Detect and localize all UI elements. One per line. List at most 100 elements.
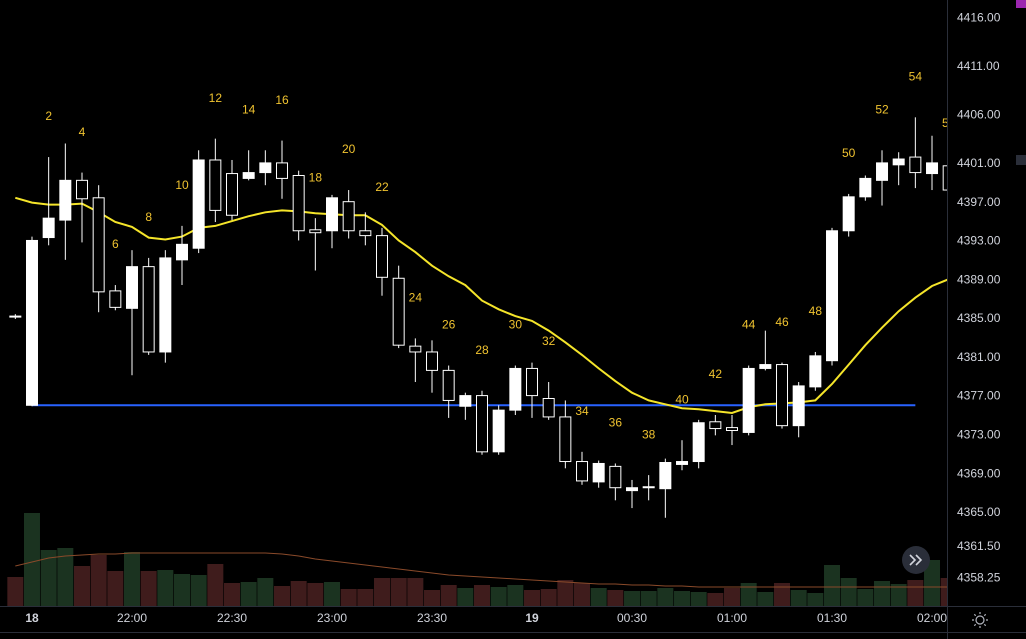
candle-body: [709, 421, 722, 430]
candle-body: [509, 367, 522, 411]
y-tick-label: 4369.00: [957, 466, 1001, 480]
volume-bar: [157, 570, 174, 606]
volume-bar: [357, 589, 374, 606]
volume-bar: [790, 590, 807, 606]
volume-bar: [474, 585, 491, 606]
volume-bar: [307, 583, 324, 606]
volume-bar: [340, 589, 357, 606]
volume-bar: [257, 578, 274, 606]
bar-label: 2: [45, 109, 52, 123]
candle-body: [592, 462, 605, 483]
y-tick-label: 4393.00: [957, 234, 1001, 248]
candle-body: [626, 487, 639, 492]
candle-body: [576, 461, 589, 482]
volume-bar: [707, 593, 724, 606]
plot-area: 2468101214161820222426283032343638404244…: [7, 69, 956, 606]
candle-body: [42, 217, 55, 239]
volume-bar: [524, 590, 541, 606]
candle-body: [942, 165, 947, 191]
x-tick-label: 00:30: [617, 611, 647, 625]
candle-body: [609, 465, 622, 489]
bar-label: 46: [775, 315, 789, 329]
volume-bar: [607, 590, 624, 606]
candle-body: [676, 461, 689, 465]
y-tick-label: 4385.00: [957, 311, 1001, 325]
bar-label: 24: [409, 291, 423, 305]
volume-bar: [240, 582, 257, 606]
candle-body: [926, 162, 939, 175]
settings-icon[interactable]: [972, 612, 988, 628]
y-tick-label: 4406.00: [957, 108, 1001, 122]
scroll-to-latest-button[interactable]: [902, 546, 930, 574]
volume-bar: [940, 578, 947, 606]
candle-body: [125, 266, 138, 309]
bar-label: 16: [275, 93, 289, 107]
volume-bar: [907, 580, 924, 606]
volume-bar: [874, 581, 891, 606]
candle-body: [192, 159, 205, 249]
bar-label: 22: [375, 180, 389, 194]
bar-label: 42: [709, 367, 723, 381]
x-tick-label: 22:00: [117, 611, 147, 625]
candle-body: [276, 162, 289, 179]
candle-body: [142, 266, 155, 353]
bar-label: 14: [242, 102, 256, 116]
volume-bar: [424, 590, 441, 606]
candle-body: [292, 174, 305, 232]
bar-label: 56: [942, 116, 956, 130]
bar-label: 26: [442, 318, 456, 332]
volume-bar: [640, 591, 657, 606]
volume-bar: [390, 578, 407, 606]
candle-body: [876, 162, 889, 181]
candle-body: [526, 367, 539, 397]
y-tick-label: 4381.00: [957, 350, 1001, 364]
price-marker: [1016, 155, 1026, 165]
candle-body: [492, 409, 505, 453]
volume-bar: [107, 571, 124, 606]
candle-body: [9, 315, 22, 318]
candle-body: [659, 461, 672, 490]
y-tick-label: 4416.00: [957, 11, 1001, 25]
y-tick-label: 4401.00: [957, 156, 1001, 170]
candle-body: [226, 173, 239, 216]
y-tick-label: 4389.00: [957, 272, 1001, 286]
y-tick-label: 4361.50: [957, 539, 1001, 553]
bar-label: 30: [509, 318, 523, 332]
candle-body: [776, 364, 789, 427]
volume-bar: [457, 588, 474, 606]
candle-body: [409, 345, 422, 353]
volume-bar: [774, 583, 791, 606]
y-tick-label: 4411.00: [957, 59, 1000, 73]
candle-body: [176, 243, 188, 261]
candle-body: [726, 427, 739, 432]
volume-bar: [507, 585, 524, 606]
candle-body: [242, 172, 255, 179]
candle-body: [442, 369, 455, 401]
bar-label: 52: [875, 102, 889, 116]
candle-body: [426, 351, 439, 371]
bar-label: 48: [809, 304, 823, 318]
volume-bar: [40, 550, 57, 606]
volume-bar: [407, 578, 424, 606]
y-tick-label: 4365.00: [957, 505, 1001, 519]
volume-bar: [624, 591, 641, 606]
candle-body: [542, 398, 555, 418]
candle-body: [859, 177, 872, 198]
volume-bar: [23, 513, 40, 606]
volume-bar: [657, 588, 674, 606]
bar-label: 50: [842, 146, 856, 160]
volume-bar: [90, 555, 107, 606]
volume-bar: [190, 575, 207, 606]
x-tick-label: 01:00: [717, 611, 747, 625]
bar-label: 44: [742, 318, 756, 332]
candle-body: [909, 156, 922, 174]
volume-bar: [924, 560, 941, 606]
bar-label: 18: [309, 170, 323, 184]
candle-body: [376, 235, 389, 278]
bar-label: 8: [145, 210, 152, 224]
volume-bar: [857, 589, 874, 606]
volume-bar: [690, 592, 707, 606]
candle-body: [892, 158, 905, 166]
volume-bar: [740, 583, 757, 606]
